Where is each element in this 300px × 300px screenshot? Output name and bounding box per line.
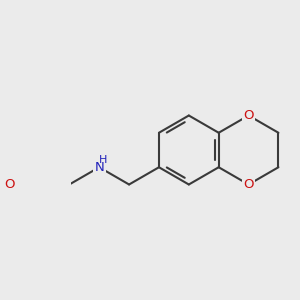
Text: O: O [243, 178, 254, 191]
Text: H: H [99, 155, 107, 165]
Text: O: O [243, 109, 254, 122]
Text: N: N [94, 161, 104, 174]
Text: O: O [4, 178, 15, 191]
